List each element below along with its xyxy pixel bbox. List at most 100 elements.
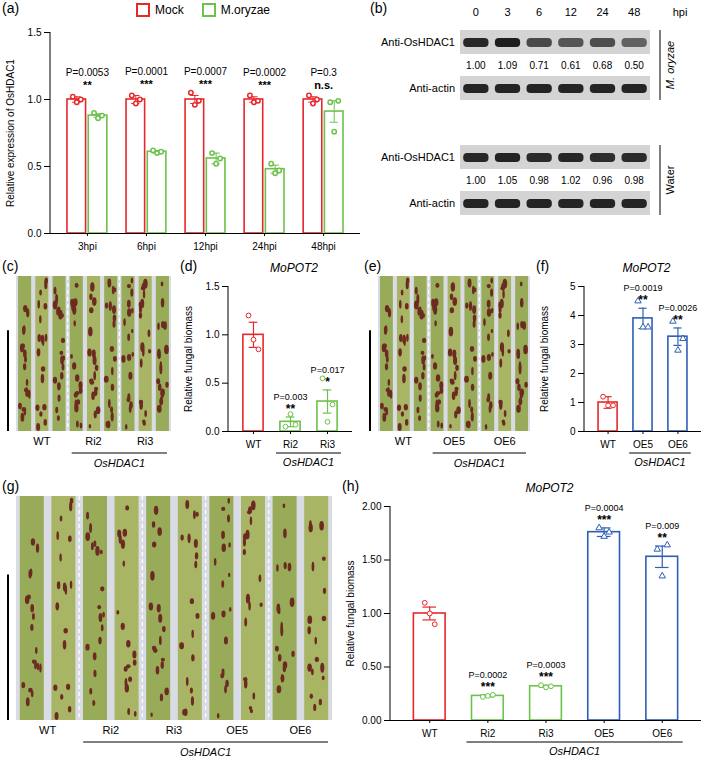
svg-text:**: ** (286, 402, 296, 416)
svg-text:WT: WT (600, 439, 616, 450)
svg-text:P=0.0026: P=0.0026 (659, 303, 698, 313)
svg-text:**: ** (83, 79, 92, 91)
svg-text:***: *** (199, 78, 213, 90)
svg-text:n.s.: n.s. (314, 79, 333, 91)
svg-text:Ri2: Ri2 (85, 435, 102, 447)
svg-text:5: 5 (570, 281, 576, 292)
svg-text:0.0: 0.0 (28, 228, 42, 239)
svg-text:4: 4 (570, 310, 576, 321)
svg-text:0.96: 0.96 (593, 175, 613, 186)
svg-text:P=0.3: P=0.3 (310, 67, 337, 78)
svg-text:0.50: 0.50 (362, 661, 382, 672)
svg-text:OE6: OE6 (652, 728, 672, 739)
svg-text:***: *** (539, 670, 553, 684)
svg-text:Relative fungal biomass: Relative fungal biomass (539, 306, 550, 412)
svg-text:Water: Water (664, 165, 676, 194)
svg-text:MoPOT2: MoPOT2 (525, 481, 573, 495)
svg-text:OE6: OE6 (668, 439, 688, 450)
svg-text:0: 0 (473, 6, 479, 18)
svg-text:2.00: 2.00 (362, 501, 382, 512)
svg-text:OsHDAC1: OsHDAC1 (634, 456, 685, 468)
svg-text:Relative expression of OsHDAC1: Relative expression of OsHDAC1 (5, 59, 16, 207)
svg-text:WT: WT (246, 439, 262, 450)
svg-text:0.68: 0.68 (593, 60, 613, 71)
svg-text:***: *** (258, 79, 272, 91)
svg-text:OE5: OE5 (633, 439, 653, 450)
svg-text:MoPOT2: MoPOT2 (622, 261, 670, 275)
svg-text:**: ** (658, 531, 668, 545)
svg-text:P=0.0019: P=0.0019 (624, 283, 663, 293)
svg-text:P=0.009: P=0.009 (645, 521, 679, 531)
svg-text:P=0.0002: P=0.0002 (468, 670, 507, 680)
svg-text:WT: WT (39, 724, 56, 736)
svg-text:1.00: 1.00 (362, 608, 382, 619)
svg-text:OE6: OE6 (289, 724, 311, 736)
svg-text:Ri2: Ri2 (283, 439, 298, 450)
svg-text:0.50: 0.50 (624, 60, 644, 71)
svg-text:48hpi: 48hpi (311, 241, 335, 252)
svg-text:24: 24 (596, 6, 608, 18)
svg-text:Ri2: Ri2 (480, 728, 495, 739)
svg-text:***: *** (481, 680, 495, 694)
svg-text:M. oryzae: M. oryzae (664, 41, 676, 89)
svg-text:Ri3: Ri3 (137, 435, 154, 447)
svg-text:1.05: 1.05 (498, 175, 518, 186)
svg-text:0.0: 0.0 (206, 426, 220, 437)
svg-text:0.98: 0.98 (529, 175, 549, 186)
svg-text:6hpi: 6hpi (137, 241, 156, 252)
svg-text:3hpi: 3hpi (78, 241, 97, 252)
svg-text:Anti-OsHDAC1: Anti-OsHDAC1 (381, 36, 455, 48)
svg-text:24hpi: 24hpi (252, 241, 276, 252)
svg-text:1.09: 1.09 (498, 60, 518, 71)
svg-text:OsHDAC1: OsHDAC1 (94, 457, 145, 469)
svg-text:Ri3: Ri3 (538, 728, 553, 739)
svg-text:Relative fungal biomass: Relative fungal biomass (183, 306, 194, 412)
svg-text:6: 6 (536, 6, 542, 18)
svg-text:P=0.0003: P=0.0003 (527, 660, 566, 670)
svg-text:Anti-actin: Anti-actin (409, 197, 455, 209)
svg-text:1.50: 1.50 (362, 554, 382, 565)
svg-text:OsHDAC1: OsHDAC1 (180, 746, 231, 758)
svg-text:1.5: 1.5 (28, 27, 42, 38)
svg-text:Ri3: Ri3 (166, 724, 183, 736)
svg-text:0.00: 0.00 (362, 715, 382, 726)
svg-text:1: 1 (570, 397, 576, 408)
svg-text:1.0: 1.0 (28, 94, 42, 105)
svg-text:P=0.0001: P=0.0001 (125, 66, 169, 77)
svg-text:0.5: 0.5 (28, 161, 42, 172)
svg-text:***: *** (140, 78, 154, 90)
svg-text:12: 12 (565, 6, 577, 18)
svg-text:P=0.0004: P=0.0004 (585, 503, 624, 513)
svg-text:0.61: 0.61 (561, 60, 581, 71)
svg-text:WT: WT (33, 435, 50, 447)
svg-text:0.5: 0.5 (206, 377, 220, 388)
svg-text:WT: WT (422, 728, 438, 739)
svg-text:P=0.0007: P=0.0007 (184, 66, 228, 77)
svg-text:OsHDAC1: OsHDAC1 (283, 456, 334, 468)
svg-text:OE6: OE6 (494, 435, 516, 447)
svg-text:OsHDAC1: OsHDAC1 (549, 745, 600, 757)
svg-text:1.00: 1.00 (466, 175, 486, 186)
svg-text:Ri3: Ri3 (320, 439, 335, 450)
svg-text:1.0: 1.0 (206, 329, 220, 340)
svg-text:0: 0 (570, 426, 576, 437)
svg-text:2: 2 (570, 368, 576, 379)
svg-text:Ri2: Ri2 (103, 724, 120, 736)
svg-text:1.5: 1.5 (206, 281, 220, 292)
svg-text:Anti-OsHDAC1: Anti-OsHDAC1 (381, 151, 455, 163)
svg-text:OE5: OE5 (226, 724, 248, 736)
svg-text:***: *** (597, 513, 611, 527)
svg-text:hpi: hpi (673, 6, 688, 18)
svg-text:**: ** (638, 293, 648, 307)
svg-text:P=0.003: P=0.003 (274, 392, 308, 402)
svg-text:OsHDAC1: OsHDAC1 (454, 457, 505, 469)
svg-text:OE5: OE5 (594, 728, 614, 739)
svg-text:P=0.0002: P=0.0002 (243, 67, 287, 78)
svg-text:3: 3 (504, 6, 510, 18)
svg-text:Anti-actin: Anti-actin (409, 82, 455, 94)
svg-text:48: 48 (628, 6, 640, 18)
svg-text:P=0.017: P=0.017 (311, 365, 345, 375)
svg-text:*: * (325, 375, 330, 389)
svg-text:Relative fungal biomass: Relative fungal biomass (345, 560, 356, 666)
svg-text:MoPOT2: MoPOT2 (270, 261, 318, 275)
